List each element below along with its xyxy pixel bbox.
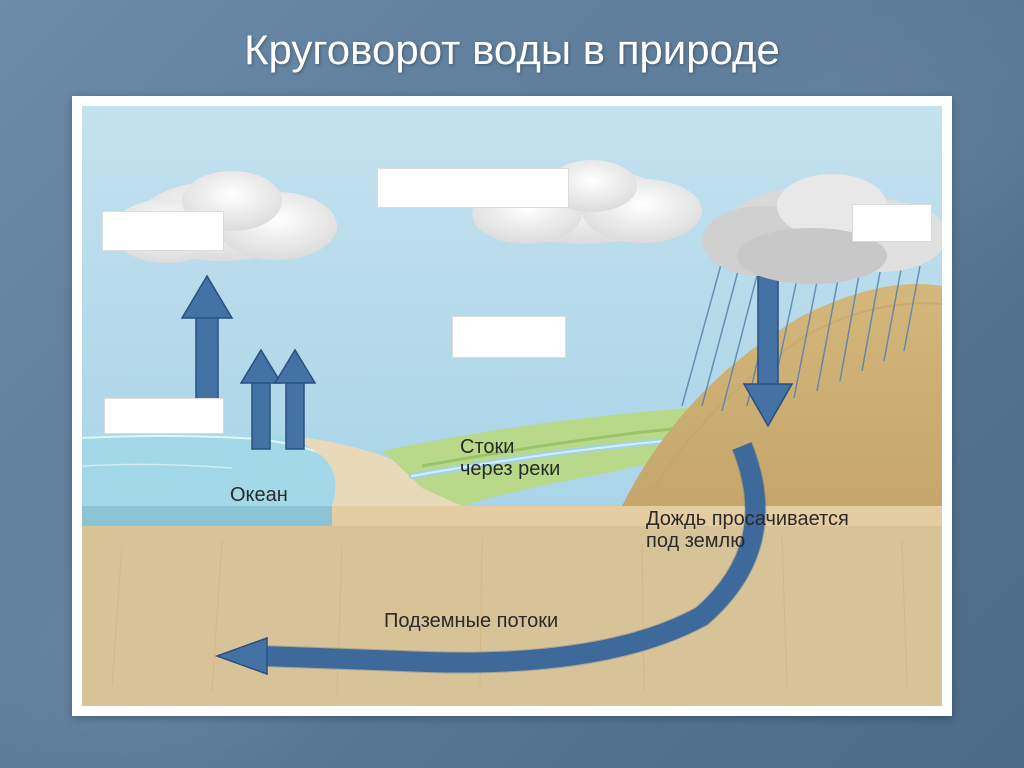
blank-box-4 <box>452 316 566 358</box>
label-runoff-line1: Стоки <box>460 436 514 458</box>
slide-title: Круговорот воды в природе <box>0 26 1024 74</box>
blank-box-3 <box>852 204 932 242</box>
diagram-container: Океан Стоки через реки Дождь просачивает… <box>72 96 952 716</box>
slide: Круговорот воды в природе <box>0 0 1024 768</box>
blank-box-5 <box>104 398 224 434</box>
label-groundwater: Подземные потоки <box>384 610 558 632</box>
label-ocean: Океан <box>230 484 288 506</box>
label-rain-line1: Дождь просачивается <box>646 508 849 530</box>
blank-box-1 <box>102 211 224 251</box>
label-rain-line2: под землю <box>646 530 745 552</box>
land-front-top <box>332 506 942 526</box>
label-rain: Дождь просачивается под землю <box>646 508 849 552</box>
diagram: Океан Стоки через реки Дождь просачивает… <box>82 106 942 706</box>
blank-box-2 <box>377 168 569 208</box>
label-runoff: Стоки через реки <box>460 436 560 480</box>
label-runoff-line2: через реки <box>460 458 560 480</box>
ocean-front <box>82 506 332 526</box>
